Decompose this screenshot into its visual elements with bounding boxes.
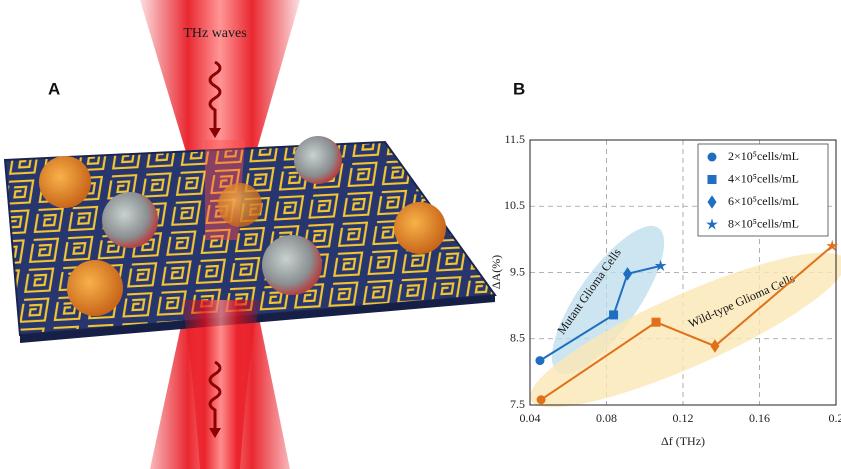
panel-a-illustration: THz waves A <box>5 0 495 469</box>
y-tick-label: 11.5 <box>504 132 525 146</box>
x-tick-label: 0.2 <box>829 411 841 425</box>
y-tick-label: 7.5 <box>510 397 525 411</box>
cell <box>39 156 91 208</box>
panel-label: A <box>48 79 60 98</box>
x-axis-label: Δf (THz) <box>661 434 705 448</box>
legend-label: 2×10⁵cells/mL <box>728 149 799 163</box>
cell <box>394 202 446 254</box>
y-tick-label: 9.5 <box>510 264 525 278</box>
y-axis-label: ΔA(%) <box>489 255 503 289</box>
cell <box>294 136 342 184</box>
x-tick-label: 0.16 <box>749 411 770 425</box>
y-tick-label: 10.5 <box>504 198 525 212</box>
legend-marker <box>708 153 717 162</box>
legend-label: 4×10⁵cells/mL <box>728 171 799 185</box>
data-point <box>535 356 544 365</box>
panel-label: B <box>513 79 525 98</box>
cell <box>262 235 322 295</box>
cell <box>218 183 262 227</box>
beam-label: THz waves <box>183 26 246 41</box>
figure: THz waves A B Mutant Glioma Cells Wild-t… <box>0 0 841 469</box>
legend-marker <box>708 175 717 184</box>
cell <box>102 192 158 248</box>
data-point <box>609 310 618 319</box>
data-point <box>652 318 661 327</box>
x-tick-label: 0.08 <box>596 411 617 425</box>
x-tick-label: 0.12 <box>673 411 694 425</box>
y-tick-label: 8.5 <box>510 331 525 345</box>
data-point <box>537 395 546 404</box>
x-tick-label: 0.04 <box>520 411 541 425</box>
legend-label: 6×10⁵cells/mL <box>728 194 799 208</box>
cell <box>67 260 123 316</box>
legend-label: 8×10⁵cells/mL <box>728 216 799 230</box>
